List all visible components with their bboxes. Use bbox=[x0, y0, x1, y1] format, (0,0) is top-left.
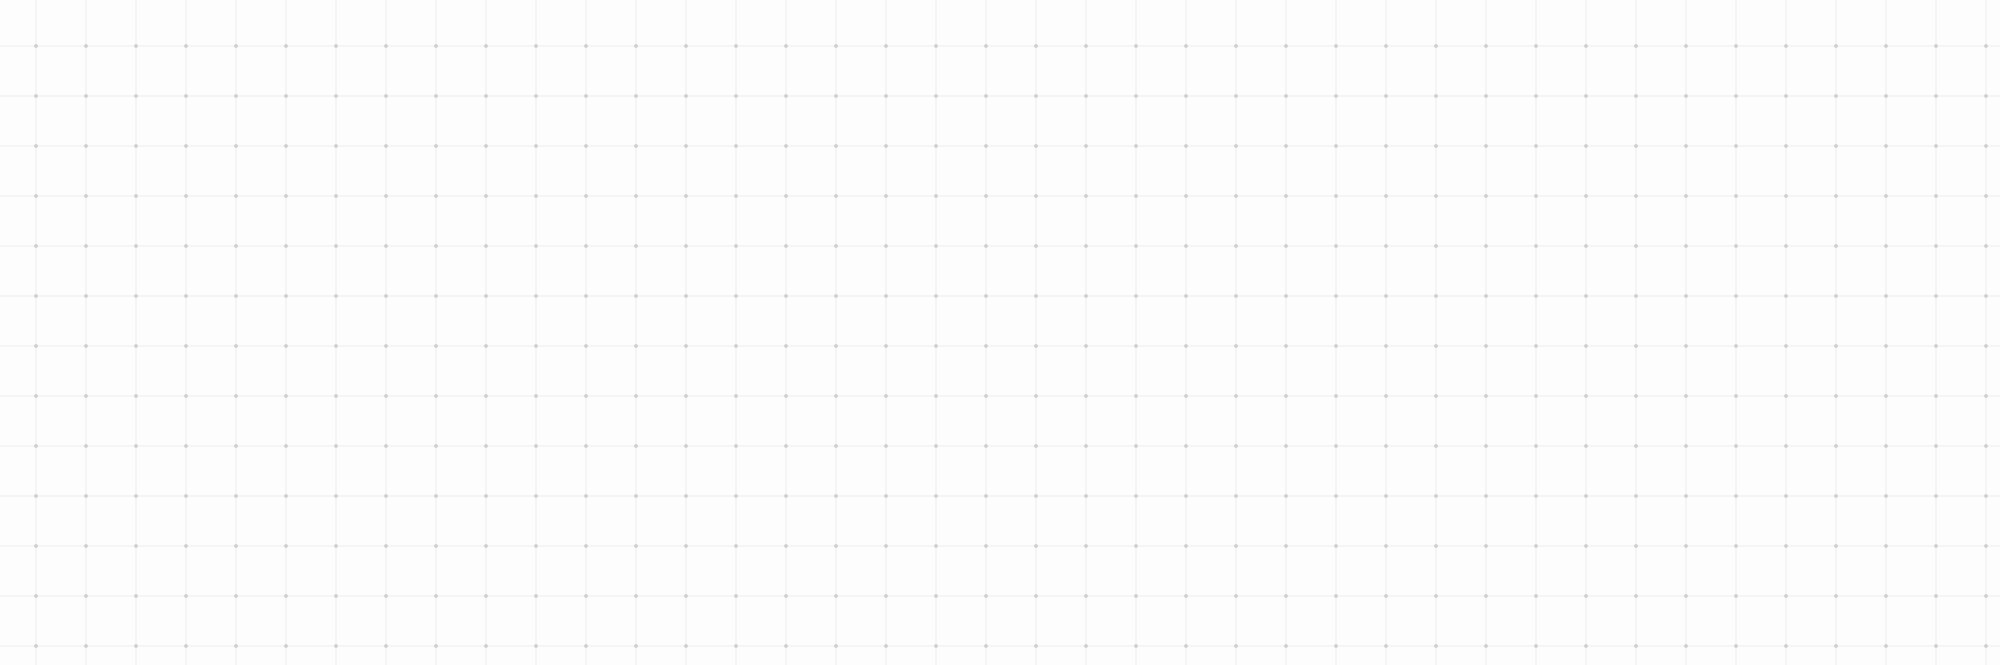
grid-canvas[interactable] bbox=[0, 0, 2000, 665]
